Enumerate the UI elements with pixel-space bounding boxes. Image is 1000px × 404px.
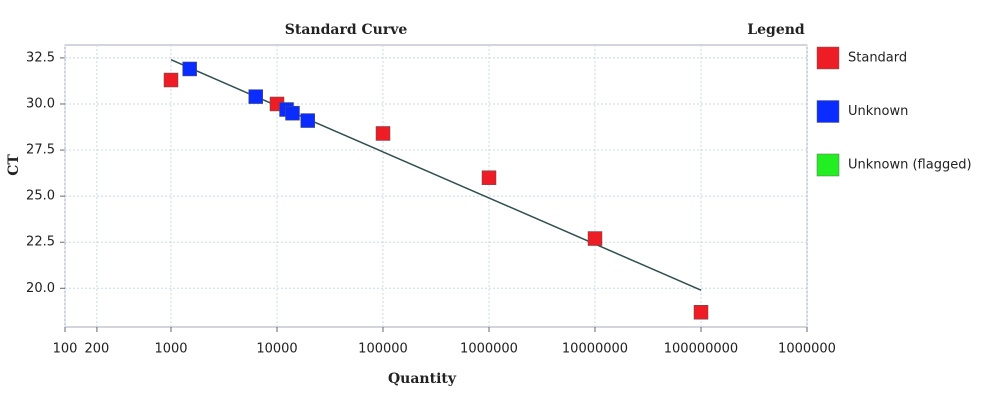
x-tick-label: 100000 xyxy=(358,342,408,357)
point xyxy=(285,105,300,121)
legend-label: Unknown (flagged) xyxy=(848,158,972,173)
legend-swatch xyxy=(816,100,840,123)
chart-title: Standard Curve xyxy=(285,22,408,38)
y-tick-label: 22.5 xyxy=(26,235,55,250)
x-tick-label: 10000 xyxy=(256,342,297,357)
point xyxy=(693,305,709,320)
x-tick-label: 200 xyxy=(84,342,109,357)
point xyxy=(248,89,263,104)
legend-title: Legend xyxy=(747,22,805,38)
legend-label: Unknown xyxy=(848,104,908,119)
x-tick-label: 1000000 xyxy=(460,342,518,357)
x-tick-label: 1000 xyxy=(154,342,187,357)
point xyxy=(300,113,315,128)
point xyxy=(375,126,391,141)
x-tick-label: 10000000 xyxy=(562,342,628,357)
x-axis-label: Quantity xyxy=(388,371,457,387)
point xyxy=(481,170,497,185)
y-tick-label: 20.0 xyxy=(26,281,55,296)
legend-swatch xyxy=(816,153,840,177)
point xyxy=(182,61,197,77)
y-tick-label: 25.0 xyxy=(26,189,55,204)
point xyxy=(587,231,603,246)
x-tick-label: 1000000 xyxy=(778,342,836,357)
plot-area xyxy=(64,44,808,328)
y-axis-label: CT xyxy=(6,154,22,176)
y-tick-label: 32.5 xyxy=(26,50,55,65)
x-tick-label: 100 xyxy=(53,342,78,357)
y-tick-label: 30.0 xyxy=(26,96,55,111)
y-tick-label: 27.5 xyxy=(26,143,55,158)
x-tick-label: 100000000 xyxy=(664,342,738,357)
legend-label: Standard xyxy=(848,51,907,66)
legend-swatch xyxy=(816,46,840,70)
point xyxy=(163,72,179,88)
